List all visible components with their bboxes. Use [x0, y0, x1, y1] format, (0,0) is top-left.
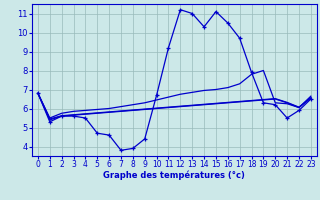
X-axis label: Graphe des températures (°c): Graphe des températures (°c): [103, 171, 245, 180]
